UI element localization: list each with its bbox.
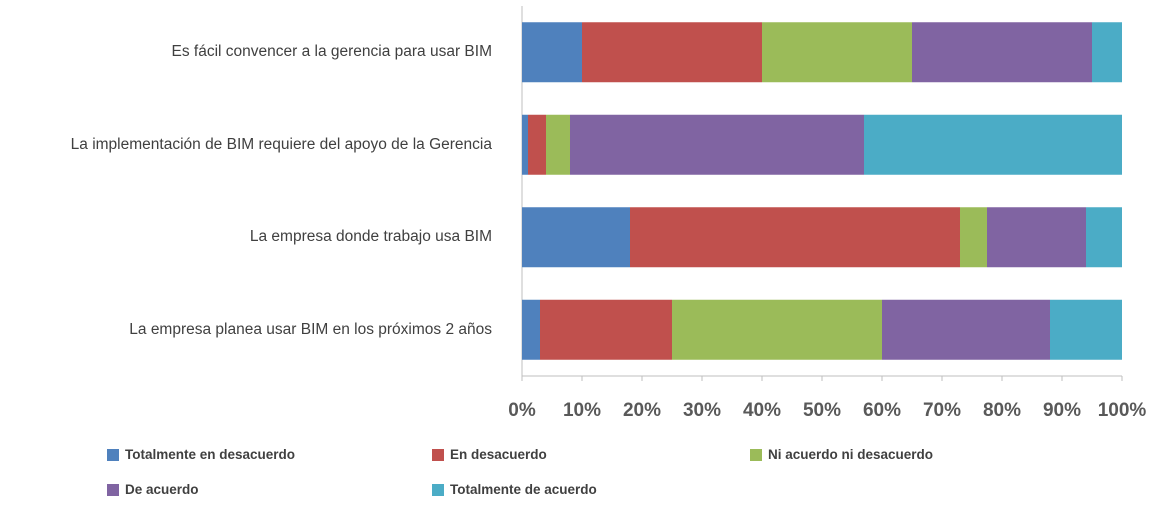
x-tick-label: 50%: [802, 400, 842, 421]
x-tick-label: 70%: [922, 400, 962, 421]
legend-swatch: [750, 448, 762, 461]
legend-swatch: [432, 483, 444, 496]
bar-segment: [1092, 22, 1122, 83]
legend-label: En desacuerdo: [450, 447, 547, 462]
bar-segment: [522, 22, 582, 83]
bar-segment: [864, 114, 1122, 175]
bar-segment: [522, 114, 528, 175]
bar-segment: [987, 207, 1086, 268]
category-text: La empresa donde trabajo usa BIM: [249, 228, 492, 246]
legend-label: Ni acuerdo ni desacuerdo: [768, 447, 934, 462]
legend-item: En desacuerdo: [432, 447, 547, 462]
bar-segment: [522, 299, 540, 360]
x-tick-label: 20%: [622, 400, 662, 421]
legend-item: Ni acuerdo ni desacuerdo: [750, 447, 933, 462]
legend-item: De acuerdo: [107, 482, 199, 497]
category-label: La empresa planea usar BIM en los próxim…: [0, 300, 492, 360]
x-tick-label: 90%: [1042, 400, 1082, 421]
bar-segment: [672, 299, 882, 360]
bar-segment: [630, 207, 960, 268]
category-text: La empresa planea usar BIM en los próxim…: [129, 320, 492, 338]
x-tick-label: 0%: [508, 400, 536, 421]
legend-label: De acuerdo: [125, 482, 199, 497]
legend-swatch: [107, 448, 119, 461]
category-label: La implementación de BIM requiere del ap…: [0, 115, 492, 175]
category-text: Es fácil convencer a la gerencia para us…: [171, 43, 493, 61]
bar-segment: [540, 299, 672, 360]
x-tick-label: 40%: [742, 400, 782, 421]
x-tick-label: 30%: [682, 400, 722, 421]
x-tick-label: 100%: [1097, 400, 1147, 421]
legend-swatch: [432, 448, 444, 461]
legend-label: Totalmente en desacuerdo: [125, 447, 296, 462]
category-text: La implementación de BIM requiere del ap…: [70, 135, 492, 153]
bar-segment: [522, 207, 630, 268]
bar-segment: [882, 299, 1050, 360]
legend-label: Totalmente de acuerdo: [450, 482, 597, 497]
x-tick-label: 60%: [862, 400, 902, 421]
bar-segment: [528, 114, 546, 175]
legend-swatch: [107, 483, 119, 496]
category-label: La empresa donde trabajo usa BIM: [0, 207, 492, 267]
x-tick-label: 80%: [982, 400, 1022, 421]
bar-segment: [1050, 299, 1122, 360]
bar-segment: [546, 114, 570, 175]
bar-segment: [762, 22, 912, 83]
bar-segment: [960, 207, 987, 268]
legend-item: Totalmente de acuerdo: [432, 482, 597, 497]
legend-item: Totalmente en desacuerdo: [107, 447, 295, 462]
bar-segment: [582, 22, 762, 83]
category-label: Es fácil convencer a la gerencia para us…: [0, 22, 493, 82]
x-tick-label: 10%: [562, 400, 602, 421]
bar-segment: [570, 114, 864, 175]
bar-segment: [912, 22, 1092, 83]
bar-segment: [1086, 207, 1122, 268]
